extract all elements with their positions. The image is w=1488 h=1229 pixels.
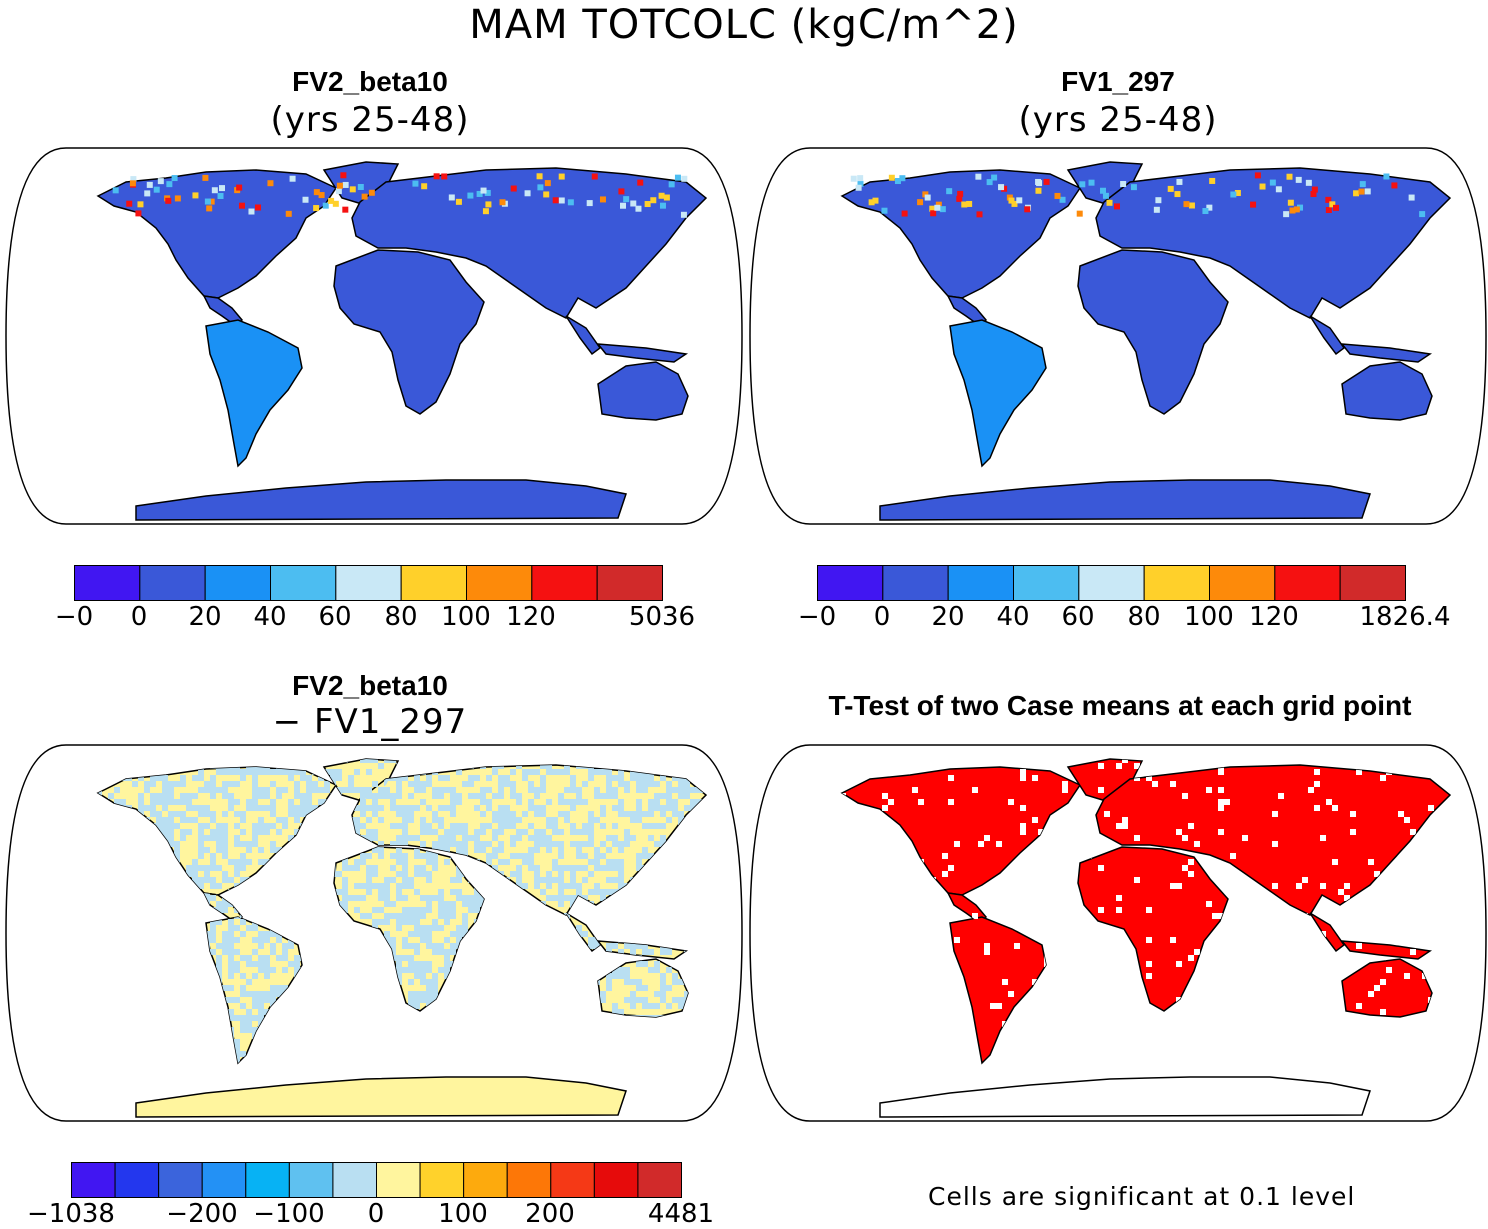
colorbar-swatch — [289, 1163, 333, 1198]
colorbar-label: −100 — [253, 1199, 324, 1229]
figure-title: MAM TOTCOLC (kgC/m^2) — [0, 2, 1488, 48]
colorbar-swatch — [532, 566, 597, 601]
colorbar-swatch — [1210, 566, 1275, 601]
panel-title-diff: FV2_beta10 — [70, 670, 670, 702]
colorbar-swatch — [551, 1163, 595, 1198]
colorbar-swatch — [75, 566, 140, 601]
colorbar-swatch — [1079, 566, 1144, 601]
colorbar-case1 — [74, 565, 664, 601]
colorbar-label: 200 — [525, 1199, 575, 1229]
colorbar-label: 120 — [1249, 602, 1299, 632]
colorbar-label: 0 — [874, 602, 891, 632]
colorbar-label: 20 — [931, 602, 964, 632]
colorbar-swatch — [507, 1163, 551, 1198]
colorbar-label: −0 — [798, 602, 836, 632]
colorbar-swatch — [1144, 566, 1209, 601]
colorbar-label: 100 — [441, 602, 491, 632]
colorbar-diff — [71, 1162, 683, 1198]
colorbar-swatch — [271, 566, 336, 601]
colorbar-swatch — [140, 566, 205, 601]
colorbar-swatch — [638, 1163, 682, 1198]
panel-title-ttest: T-Test of two Case means at each grid po… — [760, 690, 1480, 722]
colorbar-label: 60 — [1061, 602, 1094, 632]
colorbar-label: 0 — [368, 1199, 385, 1229]
panel-subtitle-case1: (yrs 25-48) — [70, 100, 670, 140]
colorbar-label: 4481 — [648, 1199, 714, 1229]
colorbar-swatch — [464, 1163, 508, 1198]
colorbar-label: −1038 — [27, 1199, 115, 1229]
significance-note: Cells are significant at 0.1 level — [928, 1182, 1355, 1211]
colorbar-label: 20 — [188, 602, 221, 632]
colorbar-label: 40 — [996, 602, 1029, 632]
colorbar-swatch — [1014, 566, 1079, 601]
colorbar-swatch — [883, 566, 948, 601]
colorbar-label: 0 — [131, 602, 148, 632]
colorbar-label: 60 — [318, 602, 351, 632]
colorbar-swatch — [948, 566, 1013, 601]
map-ttest — [750, 745, 1486, 1121]
colorbar-label: 100 — [438, 1199, 488, 1229]
colorbar-swatch — [818, 566, 883, 601]
map-case2 — [750, 148, 1486, 524]
colorbar-label: 120 — [506, 602, 556, 632]
colorbar-swatch — [205, 566, 270, 601]
panel-title-case2: FV1_297 — [818, 66, 1418, 98]
colorbar-label: −200 — [166, 1199, 237, 1229]
colorbar-swatch — [594, 1163, 638, 1198]
colorbar-swatch — [1340, 566, 1405, 601]
colorbar-swatch — [377, 1163, 421, 1198]
colorbar-label: 80 — [1127, 602, 1160, 632]
colorbar-swatch — [336, 566, 401, 601]
colorbar-swatch — [72, 1163, 116, 1198]
colorbar-label: 40 — [253, 602, 286, 632]
colorbar-label: 1826.4 — [1360, 602, 1451, 632]
colorbar-swatch — [1275, 566, 1340, 601]
colorbar-label: 100 — [1184, 602, 1234, 632]
colorbar-swatch — [246, 1163, 290, 1198]
colorbar-label: 80 — [384, 602, 417, 632]
map-case1 — [6, 148, 742, 524]
map-diff — [6, 745, 742, 1121]
panel-subtitle-case2: (yrs 25-48) — [818, 100, 1418, 140]
colorbar-label: 5036 — [629, 602, 695, 632]
colorbar-swatch — [115, 1163, 159, 1198]
colorbar-swatch — [467, 566, 532, 601]
colorbar-swatch — [333, 1163, 377, 1198]
colorbar-case2 — [817, 565, 1407, 601]
colorbar-swatch — [420, 1163, 464, 1198]
colorbar-swatch — [159, 1163, 203, 1198]
colorbar-swatch — [401, 566, 466, 601]
colorbar-swatch — [597, 566, 662, 601]
panel-subtitle-diff: − FV1_297 — [70, 702, 670, 742]
colorbar-swatch — [202, 1163, 246, 1198]
colorbar-label: −0 — [55, 602, 93, 632]
panel-title-case1: FV2_beta10 — [70, 66, 670, 98]
